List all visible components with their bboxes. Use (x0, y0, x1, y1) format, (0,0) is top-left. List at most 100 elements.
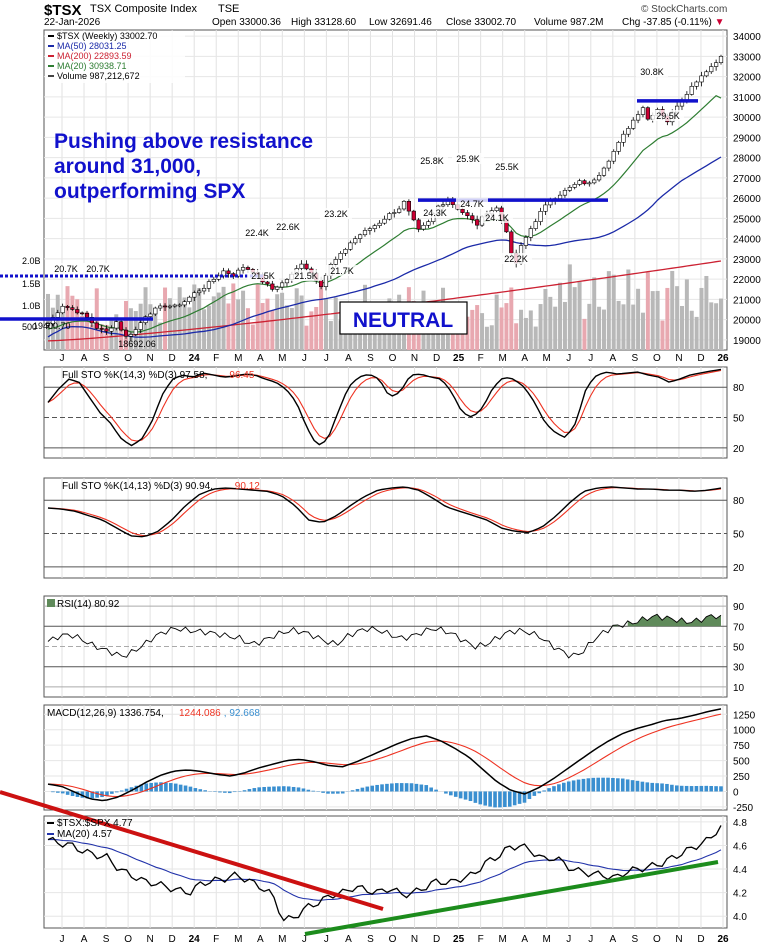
volume-bar (670, 270, 675, 350)
macd-histogram-bar (380, 784, 384, 792)
month-label-bottom: 26 (717, 934, 729, 945)
macd-histogram-bar (340, 791, 345, 794)
sto2-axis-label: 80 (733, 496, 745, 507)
candle-body (123, 329, 129, 337)
high-value: 33128.60 (314, 17, 357, 28)
volume-bar (582, 318, 587, 350)
open-value: 33000.36 (239, 17, 281, 28)
macd-histogram-bar (159, 782, 163, 792)
macd-histogram-bar (674, 785, 679, 792)
candle-body (211, 278, 216, 282)
month-label: N (411, 353, 418, 364)
macd-axis-label: 750 (733, 741, 750, 752)
macd-histogram-bar (458, 791, 463, 799)
price-axis-label: 32000 (733, 73, 761, 84)
volume-bar (192, 284, 197, 350)
candle-body (426, 221, 431, 226)
macd-histogram-bar (311, 790, 316, 792)
macd-signal-line (47, 713, 722, 798)
macd-histogram-bar (169, 783, 173, 792)
candle-body (601, 167, 607, 176)
volume-bar (358, 327, 363, 350)
month-label-bottom: J (588, 934, 593, 945)
volume-bar (338, 320, 343, 350)
month-label-bottom: N (675, 934, 682, 945)
macd-histogram-bar (65, 791, 70, 795)
candle-body (343, 249, 348, 254)
macd-histogram-bar (517, 791, 522, 804)
macd-histogram-bar (247, 789, 252, 792)
macd-histogram-bar (301, 788, 306, 792)
volume-bar (509, 287, 514, 350)
candle-body (84, 313, 90, 318)
candle-body (567, 187, 572, 191)
month-label: N (675, 353, 682, 364)
price-label-bg (419, 207, 451, 218)
price-label-bg (652, 110, 684, 121)
macd-histogram-bar (468, 791, 473, 802)
candle-body (114, 321, 119, 329)
macd-histogram-bar (449, 791, 453, 796)
macd-histogram-bar (611, 777, 615, 792)
candle-body (509, 231, 514, 254)
candle-body (709, 66, 714, 73)
month-label: D (169, 353, 176, 364)
price-point-label: 25.5K (495, 162, 519, 172)
candle-body (616, 142, 621, 152)
chg-label: Chg (622, 17, 641, 28)
price-axis-label: 20000 (733, 316, 761, 327)
price-point-label: 22.6K (276, 222, 300, 232)
price-point-label: 25.8K (420, 156, 444, 166)
macd-histogram-bar (350, 790, 355, 792)
macd-histogram-bar (493, 791, 497, 808)
candle-body (684, 94, 689, 101)
month-label: N (147, 353, 154, 364)
candle-body (592, 179, 597, 184)
sto1-d-line (47, 369, 722, 442)
volume-bar (245, 308, 250, 350)
rsi-title: RSI(14) 80.92 (57, 599, 120, 610)
month-label-bottom: A (81, 934, 88, 945)
macd-histogram-bar (390, 783, 394, 792)
volume-bar (543, 288, 548, 350)
volume-bar (523, 317, 528, 350)
volume-bar (319, 283, 324, 350)
candle-body (279, 282, 285, 288)
month-label: 25 (453, 353, 465, 364)
month-label-bottom: F (213, 934, 219, 945)
volume-bar (333, 297, 338, 350)
panel-frame-ratio (43, 815, 728, 929)
candle-body (55, 312, 60, 318)
price-point-label: 25.9K (456, 154, 480, 164)
macd-histogram-bar (660, 783, 664, 792)
candle-body (401, 200, 407, 210)
macd-histogram-bar (679, 785, 684, 792)
macd-histogram-bar (218, 791, 222, 793)
macd-histogram-bar (547, 788, 551, 792)
month-label-bottom: A (521, 934, 528, 945)
volume-bar (187, 307, 192, 350)
month-label-bottom: S (103, 934, 110, 945)
macd-histogram-bar (571, 780, 576, 792)
candle-body (367, 228, 372, 231)
month-label-bottom: F (478, 934, 484, 945)
volume-bar (455, 320, 460, 350)
candle-body (460, 208, 465, 213)
volume-bar (299, 295, 304, 350)
month-label: M (278, 353, 286, 364)
candle-body (382, 218, 387, 224)
volume-bar (558, 282, 563, 350)
macd-histogram-bar (542, 790, 546, 792)
ratio-axis-label: 4.4 (733, 865, 747, 876)
price-label-bg (456, 198, 488, 209)
brand-watermark: © StockCharts.com (641, 4, 728, 15)
candle-body (631, 119, 636, 129)
legend-ma50: MA(50) 28031.25 (57, 41, 127, 51)
macd-histogram-bar (277, 786, 281, 792)
candle-body (387, 213, 392, 220)
month-label-bottom: M (498, 934, 506, 945)
candle-body (192, 292, 197, 298)
volume-bar (699, 287, 704, 350)
month-label: J (566, 353, 571, 364)
macd-histogram-bar (581, 778, 586, 792)
